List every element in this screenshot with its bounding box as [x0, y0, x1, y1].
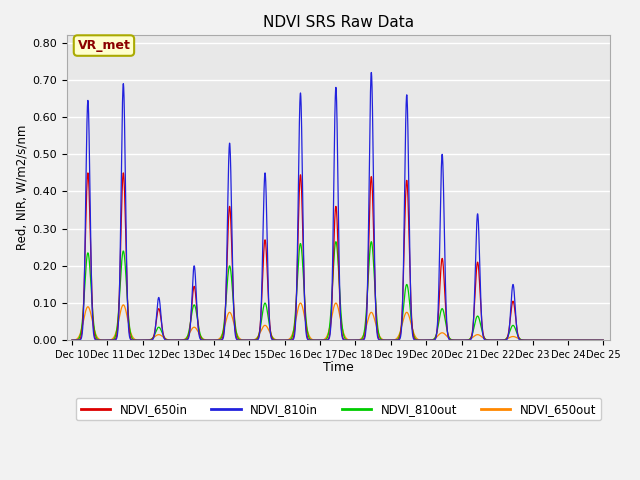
- Text: VR_met: VR_met: [77, 39, 131, 52]
- Title: NDVI SRS Raw Data: NDVI SRS Raw Data: [263, 15, 414, 30]
- Y-axis label: Red, NIR, W/m2/s/nm: Red, NIR, W/m2/s/nm: [15, 125, 28, 251]
- X-axis label: Time: Time: [323, 361, 354, 374]
- Legend: NDVI_650in, NDVI_810in, NDVI_810out, NDVI_650out: NDVI_650in, NDVI_810in, NDVI_810out, NDV…: [76, 398, 601, 420]
